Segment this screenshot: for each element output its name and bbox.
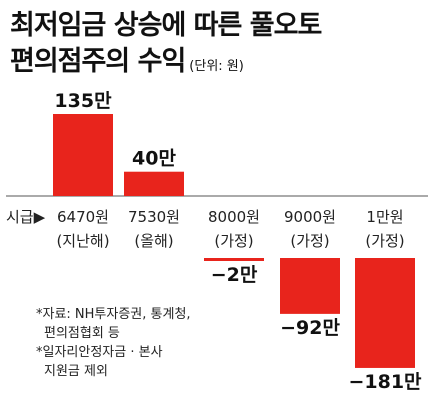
category-sublabel: (지난해) [56, 232, 109, 250]
category-sublabel: (가정) [214, 232, 253, 250]
note-line: *자료: NH투자증권, 통계청, [36, 307, 191, 322]
bar [355, 258, 415, 368]
bar [53, 114, 113, 196]
category-label: 1만원 [366, 208, 403, 226]
value-label: 135만 [54, 90, 112, 112]
category-label: 6470원 [57, 208, 109, 226]
bar [204, 258, 264, 261]
value-label: −2만 [211, 264, 258, 286]
value-label: 40만 [132, 148, 176, 170]
value-label: −181만 [348, 371, 422, 393]
unit-label: (단위: 원) [189, 59, 244, 74]
note-line: 지원금 제외 [44, 364, 108, 379]
chart-title-line2-text: 편의점주의 수익 [10, 46, 186, 77]
axis-caption: 시급▶ [6, 208, 46, 226]
category-label: 8000원 [208, 208, 260, 226]
value-label: −92만 [280, 317, 340, 339]
category-sublabel: (가정) [365, 232, 404, 250]
source-notes: *자료: NH투자증권, 통계청, 편의점협회 등 *일자리안정자금 · 본사 … [36, 305, 191, 381]
chart-title-line2: 편의점주의 수익 (단위: 원) [10, 48, 244, 75]
category-sublabel: (올해) [134, 232, 173, 250]
bar [124, 171, 184, 196]
category-label: 7530원 [128, 208, 180, 226]
chart-title-line1: 최저임금 상승에 따른 풀오토 [10, 10, 322, 41]
note-line: 편의점협회 등 [44, 326, 120, 341]
category-sublabel: (가정) [290, 232, 329, 250]
note-line: *일자리안정자금 · 본사 [36, 345, 163, 360]
bar [280, 258, 340, 314]
category-label: 9000원 [284, 208, 336, 226]
